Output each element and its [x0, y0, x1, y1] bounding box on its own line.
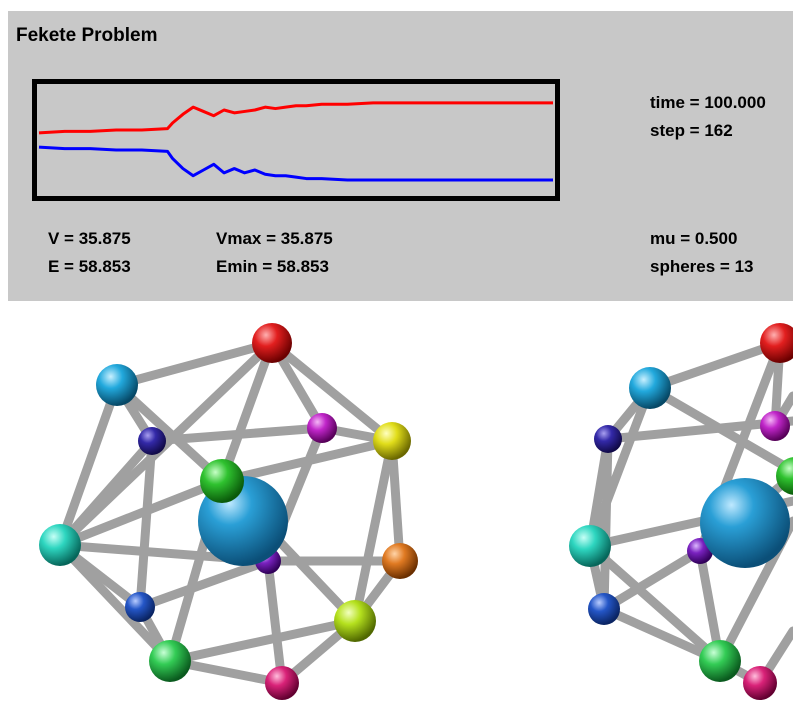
sphere-orange	[382, 543, 418, 579]
sphere-green	[776, 457, 793, 495]
time-readout: time = 100.000	[650, 93, 766, 112]
sphere-emerald	[149, 640, 191, 682]
sphere-indigo	[138, 427, 166, 455]
app-title: Fekete Problem	[16, 25, 158, 46]
sphere-teal	[39, 524, 81, 566]
lower-trace-line	[38, 145, 553, 182]
vmax-readout: Vmax = 35.875	[216, 229, 333, 248]
sphere-yellow	[373, 422, 411, 460]
sphere-magenta	[760, 411, 790, 441]
sphere-render	[39, 323, 793, 700]
sphere-indigo	[594, 425, 622, 453]
sphere-pink	[743, 666, 777, 700]
sphere-lime	[334, 600, 376, 642]
sphere-green	[200, 459, 244, 503]
e-readout: E = 58.853	[48, 257, 131, 276]
step-readout: step = 162	[650, 121, 733, 140]
center-sphere	[700, 478, 790, 568]
emin-readout: Emin = 58.853	[216, 257, 329, 276]
sphere-red	[760, 323, 793, 363]
upper-trace-line	[38, 101, 553, 135]
sphere-viewport[interactable]	[0, 301, 793, 701]
sphere-emerald	[699, 640, 741, 682]
mu-readout: mu = 0.500	[650, 229, 738, 248]
sphere-blue	[588, 593, 620, 625]
plot-canvas	[38, 101, 553, 182]
sphere-pink	[265, 666, 299, 700]
energy-plot	[32, 79, 560, 201]
sphere-blue	[125, 592, 155, 622]
sphere-cyan	[629, 367, 671, 409]
right-cluster-spheres	[569, 323, 793, 700]
sphere-magenta	[307, 413, 337, 443]
left-cluster-spheres	[39, 323, 418, 700]
v-readout: V = 35.875	[48, 229, 131, 248]
sphere-cyan	[96, 364, 138, 406]
sphere-teal	[569, 525, 611, 567]
spheres-readout: spheres = 13	[650, 257, 754, 276]
sphere-red	[252, 323, 292, 363]
